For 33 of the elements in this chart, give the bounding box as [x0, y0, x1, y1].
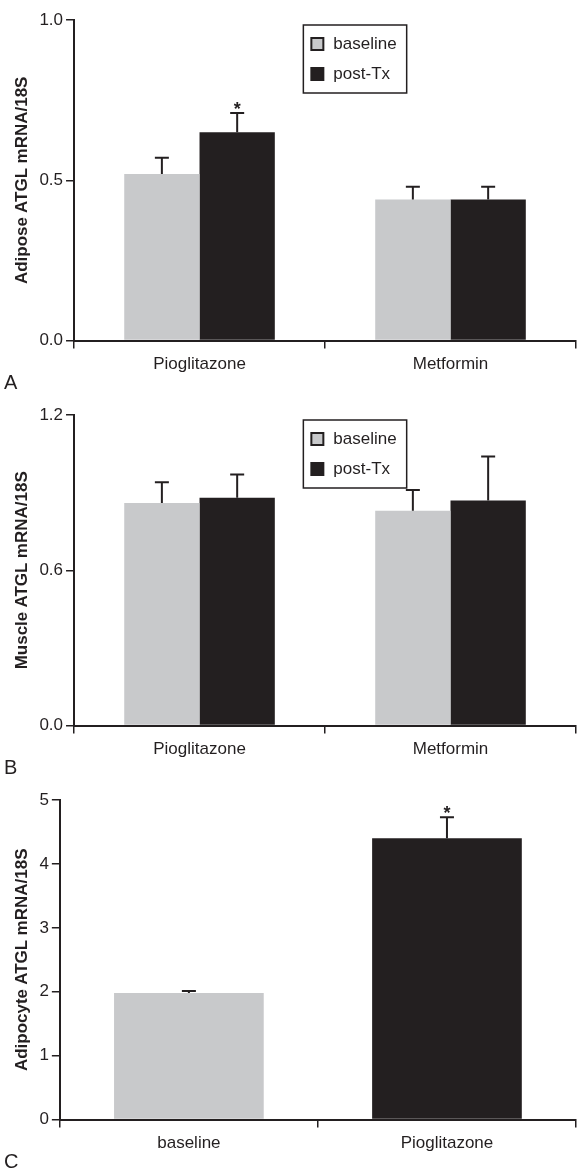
text: A — [4, 370, 18, 393]
annotation: * — [443, 803, 451, 824]
bar — [124, 503, 200, 725]
text: C — [4, 1149, 19, 1172]
y-axis-title: Muscle ATGL mRNA/18S — [11, 471, 31, 670]
x-tick-label: Metformin — [412, 739, 489, 759]
y-tick-label: 3 — [39, 917, 49, 937]
text: B — [4, 755, 18, 778]
bar — [375, 510, 451, 725]
legend-label: post-Tx — [333, 63, 391, 83]
y-tick-label: 0.6 — [39, 559, 64, 579]
bar — [375, 199, 451, 340]
y-tick-label: 1 — [39, 1045, 49, 1065]
x-tick-label: Pioglitazone — [153, 354, 246, 374]
y-tick-label: 0.5 — [39, 169, 64, 189]
x-tick-label: Metformin — [412, 354, 489, 374]
y-tick-label: 4 — [39, 853, 49, 873]
annotation: * — [233, 98, 241, 119]
legend-label: baseline — [333, 428, 397, 448]
y-axis-title: Adipose ATGL mRNA/18S — [11, 76, 31, 285]
y-axis-title: Adipocyte ATGL mRNA/18S — [11, 848, 31, 1072]
bar — [124, 173, 200, 340]
x-tick-label: Pioglitazone — [400, 1133, 494, 1153]
x-tick-label: Pioglitazone — [153, 739, 246, 759]
y-tick-label: 0.0 — [39, 715, 64, 735]
y-tick-label: 1.2 — [39, 404, 64, 424]
y-tick-label: 5 — [39, 789, 49, 809]
legend-label: post-Tx — [333, 458, 391, 478]
legend-label: baseline — [333, 33, 397, 53]
y-tick-label: 0.0 — [39, 330, 64, 350]
y-tick-label: 2 — [39, 981, 49, 1001]
y-tick-label: 0 — [39, 1109, 49, 1129]
y-tick-label: 1.0 — [39, 9, 64, 29]
